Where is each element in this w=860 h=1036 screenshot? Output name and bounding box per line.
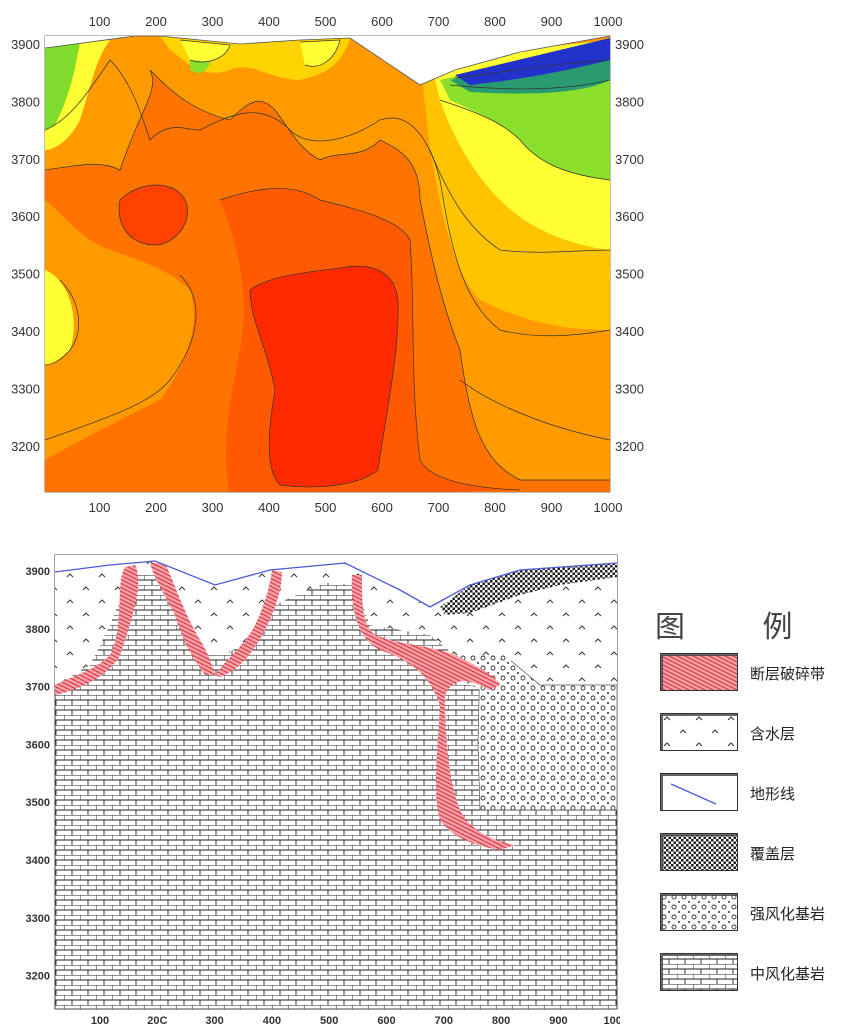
legend-item-terrain: 地形线 xyxy=(660,773,860,815)
x-tick-label-bottom: 1000 xyxy=(594,500,623,515)
terrain-line-bottom xyxy=(54,560,618,608)
x-tick-label-top: 700 xyxy=(428,14,450,29)
legend-item-fault: 断层破碎带 xyxy=(660,653,860,695)
y-tick-label-right: 3800 xyxy=(615,94,644,109)
y-tick-label-right: 3500 xyxy=(615,267,644,282)
resistivity-contour-chart: 100 100 200 200 300 300 400 400 500 500 600 600 700 7… xyxy=(11,14,644,515)
bottom-axis-ticks: 100 20C 300 400 500 600 700 800 900 1000 3900 3800 3… xyxy=(26,566,620,1027)
x-tick-label: 700 xyxy=(435,1015,453,1027)
x-tick-label-bottom: 900 xyxy=(541,500,563,515)
legend-label-aquifer: 含水层 xyxy=(750,725,796,743)
x-tick-label-top: 900 xyxy=(541,14,563,29)
legend-label-cover: 覆盖层 xyxy=(750,845,796,863)
y-tick-label: 3900 xyxy=(26,566,50,578)
x-tick-label: 800 xyxy=(492,1015,510,1027)
x-tick-label-bottom: 600 xyxy=(371,500,393,515)
y-tick-label-left: 3400 xyxy=(11,324,40,339)
x-tick-label: 20C xyxy=(147,1015,167,1027)
cover-layer-area xyxy=(440,563,617,615)
cover-swatch xyxy=(660,833,738,871)
legend-label-fault: 断层破碎带 xyxy=(750,665,826,683)
legend-item-medium: 中风化基岩 xyxy=(660,953,860,995)
y-tick-label: 3600 xyxy=(26,739,50,751)
x-tick-label-bottom: 500 xyxy=(315,500,337,515)
legend-label-medium: 中风化基岩 xyxy=(750,965,826,983)
x-tick-label: 600 xyxy=(377,1015,395,1027)
y-tick-label-left: 3500 xyxy=(11,267,40,282)
y-tick-label: 3300 xyxy=(26,913,50,925)
x-tick-label: 1000 xyxy=(603,1015,620,1027)
x-tick-label-bottom: 300 xyxy=(202,500,224,515)
fault-swatch xyxy=(660,653,738,691)
legend-item-cover: 覆盖层 xyxy=(660,833,860,875)
x-tick-label: 300 xyxy=(205,1015,223,1027)
fault-zone-3 xyxy=(215,570,282,677)
y-tick-label-left: 3200 xyxy=(11,439,40,454)
y-tick-label: 3800 xyxy=(26,624,50,636)
x-tick-label: 500 xyxy=(320,1015,338,1027)
y-tick-label: 3700 xyxy=(26,682,50,694)
x-tick-label: 100 xyxy=(91,1015,109,1027)
x-tick-label-bottom: 700 xyxy=(428,500,450,515)
contour-lines xyxy=(45,39,610,491)
contour-fill xyxy=(45,36,610,492)
fault-zone-2 xyxy=(150,563,215,675)
medium-swatch xyxy=(660,953,738,991)
legend-item-strong: 强风化基岩 xyxy=(660,893,860,935)
y-tick-label-right: 3700 xyxy=(615,152,644,167)
aquifer-swatch xyxy=(660,713,738,751)
x-tick-label: 400 xyxy=(263,1015,281,1027)
legend-label-terrain: 地形线 xyxy=(750,785,796,803)
terrain-line xyxy=(44,35,611,86)
geological-section-chart: 100 20C 300 400 500 600 700 800 900 1000 3900 3800 3… xyxy=(26,554,620,1027)
legend-title: 图 例 xyxy=(655,610,827,645)
y-tick-label-right: 3400 xyxy=(615,324,644,339)
y-tick-label-left: 3900 xyxy=(11,37,40,52)
legend-item-aquifer: 含水层 xyxy=(660,713,860,755)
y-tick-label-right: 3200 xyxy=(615,439,644,454)
y-tick-label-left: 3300 xyxy=(11,381,40,396)
x-tick-label-top: 200 xyxy=(145,14,167,29)
x-tick-label-top: 100 xyxy=(89,14,111,29)
y-tick-label: 3500 xyxy=(26,797,50,809)
top-axis-ticks: 100 100 200 200 300 300 400 400 500 500 600 600 700 7… xyxy=(11,14,644,515)
y-tick-label-right: 3900 xyxy=(615,37,644,52)
x-tick-label-top: 600 xyxy=(371,14,393,29)
fault-zone-4 xyxy=(351,575,515,850)
y-tick-label-left: 3800 xyxy=(11,94,40,109)
y-tick-label: 3400 xyxy=(26,855,50,867)
x-tick-label-top: 800 xyxy=(484,14,506,29)
strong-weathered-area xyxy=(477,654,618,811)
x-tick-label-bottom: 100 xyxy=(89,500,111,515)
x-tick-label-bottom: 400 xyxy=(258,500,280,515)
x-tick-label-top: 500 xyxy=(315,14,337,29)
y-tick-label-right: 3300 xyxy=(615,381,644,396)
x-tick-label-top: 400 xyxy=(258,14,280,29)
x-tick-label-top: 1000 xyxy=(594,14,623,29)
x-tick-label: 900 xyxy=(549,1015,567,1027)
strong-swatch xyxy=(660,893,738,931)
fault-zone-1 xyxy=(55,565,139,695)
x-tick-label-bottom: 200 xyxy=(145,500,167,515)
x-tick-label-top: 300 xyxy=(202,14,224,29)
legend-label-strong: 强风化基岩 xyxy=(750,905,826,923)
x-tick-label-bottom: 800 xyxy=(484,500,506,515)
y-tick-label-right: 3600 xyxy=(615,209,644,224)
y-tick-label: 3200 xyxy=(26,971,50,983)
terrain-swatch xyxy=(660,773,738,811)
y-tick-label-left: 3700 xyxy=(11,152,40,167)
y-tick-label-left: 3600 xyxy=(11,209,40,224)
